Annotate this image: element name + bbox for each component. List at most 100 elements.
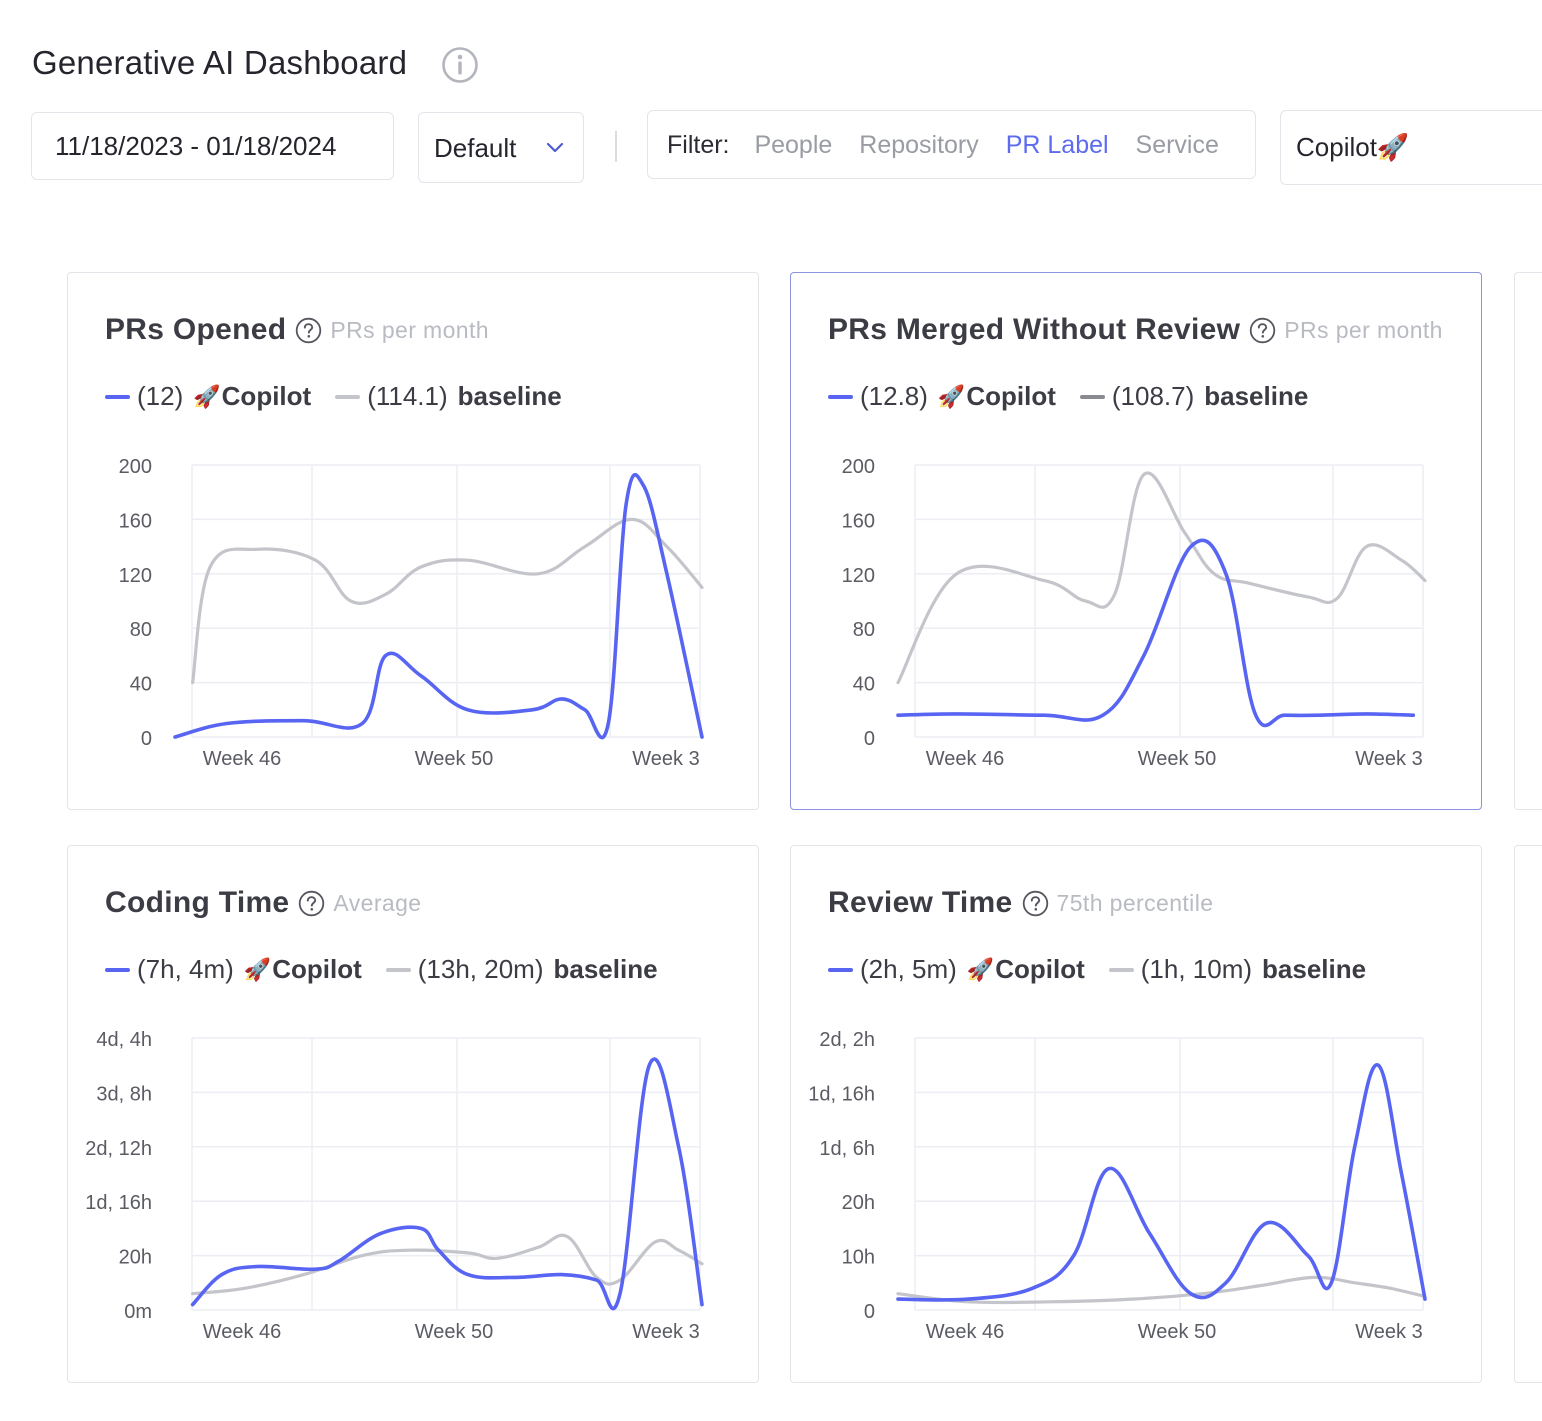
y-tick-label: 1d, 6h — [819, 1138, 875, 1160]
legend-swatch-baseline — [1108, 967, 1134, 972]
y-tick-label: 20h — [119, 1247, 152, 1269]
y-tick-label: 0 — [141, 728, 152, 750]
card-subtitle: PRs per month — [1284, 316, 1443, 343]
card-title: PRs Merged Without Review — [828, 313, 1241, 346]
date-range-picker[interactable]: 11/18/2023 - 01/18/2024 — [31, 112, 394, 180]
y-tick-label: 120 — [119, 565, 152, 587]
series-line-baseline[interactable] — [191, 517, 704, 685]
legend-swatch-copilot — [105, 394, 130, 399]
label-select[interactable]: Copilot🚀 — [1280, 110, 1542, 185]
chart-legend: (7h, 4m) 🚀 Copilot (13h, 20m) baseline — [105, 954, 682, 985]
preset-dropdown-value: Default — [434, 133, 517, 163]
legend-swatch-baseline — [335, 394, 361, 399]
x-tick-label: Week 50 — [415, 748, 494, 770]
legend-swatch-copilot — [105, 967, 130, 972]
card-prs-merged-without-review[interactable]: PRs Merged Without Review PRs per month … — [790, 272, 1482, 810]
help-icon[interactable] — [295, 317, 322, 344]
filter-bar: Filter: People Repository PR Label Servi… — [647, 110, 1256, 179]
rocket-icon: 🚀 — [243, 956, 272, 982]
rocket-icon: 🚀 — [937, 383, 966, 409]
y-tick-label: 160 — [842, 510, 875, 532]
filter-label: Filter: — [667, 131, 730, 159]
filter-tab-pr-label[interactable]: PR Label — [1005, 131, 1109, 159]
card-subtitle: PRs per month — [330, 316, 489, 343]
x-tick-label: Week 3 — [1355, 1321, 1422, 1343]
series-line-copilot[interactable] — [896, 1063, 1427, 1302]
y-tick-label: 2d, 2h — [819, 1029, 875, 1051]
legend-name-baseline[interactable]: baseline — [1204, 381, 1309, 411]
toolbar-divider — [615, 131, 617, 162]
y-tick-label: 80 — [130, 619, 152, 641]
legend-name-baseline[interactable]: baseline — [457, 381, 562, 411]
y-tick-label: 0 — [864, 728, 875, 750]
card-title: Review Time — [828, 886, 1013, 919]
x-tick-label: Week 46 — [926, 1321, 1005, 1343]
legend-swatch-copilot — [828, 967, 853, 972]
x-tick-label: Week 3 — [632, 1321, 699, 1343]
page-title: Generative AI Dashboard — [32, 44, 408, 81]
series-line-copilot[interactable] — [173, 472, 704, 740]
y-tick-label: 40 — [853, 674, 875, 696]
preset-dropdown[interactable]: Default — [418, 112, 584, 183]
card-coding-time[interactable]: Coding Time Average (7h, 4m) 🚀 Copilot (… — [67, 845, 759, 1383]
line-chart: 0m 20h 1d, 16h 2d, 12h 3d, 8h 4d, 4h Week 46 We… — [85, 1029, 704, 1343]
filter-tab-people[interactable]: People — [754, 131, 833, 159]
legend-name-copilot[interactable]: Copilot — [995, 954, 1085, 984]
y-tick-label: 120 — [842, 565, 875, 587]
series-line-baseline[interactable] — [896, 471, 1427, 685]
legend-value-copilot: (12.8) — [860, 381, 928, 411]
y-tick-label: 0 — [864, 1301, 875, 1323]
rocket-icon: 🚀 — [966, 956, 995, 982]
legend-name-copilot[interactable]: Copilot — [221, 381, 312, 411]
info-icon[interactable] — [441, 46, 479, 84]
y-tick-label: 4d, 4h — [96, 1029, 152, 1051]
card-header: Review Time 75th percentile — [828, 886, 1213, 920]
y-tick-label: 20h — [842, 1192, 875, 1214]
card-header: PRs Opened PRs per month — [105, 313, 489, 347]
x-tick-label: Week 3 — [632, 748, 699, 770]
chart-legend: (12) 🚀 Copilot (114.1) baseline — [105, 381, 586, 412]
y-tick-label: 160 — [119, 510, 152, 532]
card-review-time[interactable]: Review Time 75th percentile (2h, 5m) 🚀 C… — [790, 845, 1482, 1383]
next-card-edge — [1514, 272, 1542, 810]
card-title: PRs Opened — [105, 313, 287, 346]
legend-value-copilot: (2h, 5m) — [860, 954, 957, 984]
filter-tab-repository[interactable]: Repository — [859, 131, 979, 159]
filter-tab-service[interactable]: Service — [1135, 131, 1219, 159]
x-tick-label: Week 46 — [203, 748, 282, 770]
help-icon[interactable] — [1249, 317, 1276, 344]
line-chart: 0 40 80 120 160 200 Week 46 Week 50 Week 3 — [119, 456, 704, 770]
legend-value-baseline: (114.1) — [367, 381, 448, 411]
chart-legend: (12.8) 🚀 Copilot (108.7) baseline — [828, 381, 1332, 412]
legend-value-copilot: (7h, 4m) — [137, 954, 234, 984]
x-tick-label: Week 46 — [926, 748, 1005, 770]
legend-name-copilot[interactable]: Copilot — [272, 954, 362, 984]
series-line-baseline[interactable] — [896, 1275, 1427, 1305]
legend-swatch-baseline — [1079, 394, 1105, 399]
next-card-edge — [1514, 845, 1542, 1383]
card-subtitle: 75th percentile — [1056, 889, 1214, 916]
y-tick-label: 0m — [124, 1301, 152, 1323]
series-line-copilot[interactable] — [896, 538, 1416, 728]
y-tick-label: 2d, 12h — [85, 1138, 152, 1160]
legend-swatch-baseline — [385, 967, 411, 972]
help-icon[interactable] — [1022, 890, 1049, 917]
line-chart: 0 10h 20h 1d, 6h 1d, 16h 2d, 2h Week 46 Week 50… — [808, 1029, 1427, 1343]
legend-value-copilot: (12) — [137, 381, 184, 411]
rocket-icon: 🚀 — [193, 383, 221, 409]
card-title: Coding Time — [105, 886, 290, 919]
x-tick-label: Week 50 — [1138, 748, 1217, 770]
legend-swatch-copilot — [828, 394, 853, 399]
card-prs-opened[interactable]: PRs Opened PRs per month (12) 🚀 Copilot … — [67, 272, 759, 810]
line-chart: 0 40 80 120 160 200 Week 46 Week 50 Week 3 — [842, 456, 1427, 770]
help-icon[interactable] — [298, 890, 325, 917]
series-line-baseline[interactable] — [191, 1233, 704, 1296]
legend-name-baseline[interactable]: baseline — [553, 954, 658, 984]
chevron-down-icon — [546, 142, 564, 153]
legend-name-copilot[interactable]: Copilot — [966, 381, 1056, 411]
series-line-copilot[interactable] — [190, 1057, 704, 1311]
x-tick-label: Week 50 — [415, 1321, 494, 1343]
legend-name-baseline[interactable]: baseline — [1262, 954, 1367, 984]
x-tick-label: Week 3 — [1355, 748, 1422, 770]
card-header: PRs Merged Without Review PRs per month — [828, 313, 1443, 347]
